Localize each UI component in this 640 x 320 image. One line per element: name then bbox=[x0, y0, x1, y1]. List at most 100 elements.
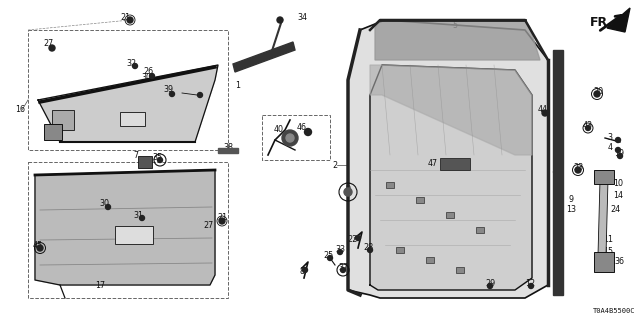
Text: 41: 41 bbox=[554, 169, 564, 178]
Circle shape bbox=[198, 92, 202, 98]
Text: 3: 3 bbox=[607, 133, 612, 142]
Text: 20: 20 bbox=[593, 87, 603, 97]
Text: 46: 46 bbox=[297, 124, 307, 132]
Circle shape bbox=[140, 215, 145, 220]
Text: 13: 13 bbox=[566, 205, 576, 214]
Text: 7: 7 bbox=[133, 151, 139, 161]
Text: 35: 35 bbox=[152, 154, 162, 163]
Text: 25: 25 bbox=[323, 252, 333, 260]
Polygon shape bbox=[598, 180, 608, 255]
Bar bbox=[456, 267, 464, 273]
Circle shape bbox=[594, 91, 600, 97]
Bar bbox=[386, 182, 394, 188]
Circle shape bbox=[618, 154, 623, 158]
Circle shape bbox=[586, 125, 591, 131]
Circle shape bbox=[282, 130, 298, 146]
Text: T0A4B5500C: T0A4B5500C bbox=[593, 308, 635, 314]
Bar bbox=[28, 162, 228, 298]
Circle shape bbox=[305, 129, 312, 135]
Bar bbox=[115, 226, 153, 244]
Text: FR.: FR. bbox=[590, 15, 613, 28]
Text: 33: 33 bbox=[335, 245, 345, 254]
Bar bbox=[52, 110, 74, 130]
Circle shape bbox=[355, 236, 360, 241]
Bar bbox=[416, 197, 424, 203]
Circle shape bbox=[219, 218, 225, 224]
Circle shape bbox=[340, 268, 346, 273]
Text: 32: 32 bbox=[126, 59, 136, 68]
Text: 16: 16 bbox=[15, 106, 25, 115]
Text: 8: 8 bbox=[300, 268, 305, 276]
Text: 34: 34 bbox=[297, 13, 307, 22]
Circle shape bbox=[303, 268, 307, 273]
Polygon shape bbox=[375, 20, 540, 60]
Bar bbox=[440, 158, 470, 170]
Text: 30: 30 bbox=[99, 198, 109, 207]
Polygon shape bbox=[607, 8, 630, 32]
Text: 31: 31 bbox=[133, 211, 143, 220]
Circle shape bbox=[157, 157, 163, 163]
Text: 36: 36 bbox=[614, 257, 624, 266]
Bar bbox=[44, 124, 62, 140]
Text: 40: 40 bbox=[274, 125, 284, 134]
Text: 15: 15 bbox=[603, 246, 613, 255]
Text: 19: 19 bbox=[614, 149, 624, 158]
Text: 42: 42 bbox=[554, 177, 564, 186]
Polygon shape bbox=[35, 170, 215, 285]
Polygon shape bbox=[218, 148, 238, 153]
Text: 28: 28 bbox=[363, 244, 373, 252]
Circle shape bbox=[49, 45, 55, 51]
Bar bbox=[426, 257, 434, 263]
Bar bbox=[396, 247, 404, 253]
Text: 27: 27 bbox=[44, 39, 54, 49]
Text: 6: 6 bbox=[346, 183, 351, 193]
Polygon shape bbox=[38, 65, 218, 142]
Text: 18: 18 bbox=[43, 129, 53, 138]
Bar bbox=[120, 112, 145, 126]
Circle shape bbox=[328, 255, 333, 260]
Circle shape bbox=[542, 110, 548, 116]
Text: 2: 2 bbox=[332, 161, 337, 170]
Text: 9: 9 bbox=[568, 195, 573, 204]
Circle shape bbox=[575, 167, 581, 173]
Circle shape bbox=[286, 134, 294, 142]
Text: 24: 24 bbox=[610, 205, 620, 214]
Text: 10: 10 bbox=[613, 180, 623, 188]
Bar bbox=[28, 30, 228, 150]
Text: H: H bbox=[60, 117, 66, 123]
Text: 23: 23 bbox=[573, 164, 583, 172]
Text: 17: 17 bbox=[95, 281, 105, 290]
Text: 39: 39 bbox=[163, 85, 173, 94]
Bar bbox=[476, 227, 484, 233]
Circle shape bbox=[170, 92, 175, 97]
Circle shape bbox=[488, 284, 493, 289]
Text: 21: 21 bbox=[120, 13, 130, 22]
Text: 44: 44 bbox=[538, 106, 548, 115]
Circle shape bbox=[277, 17, 283, 23]
Circle shape bbox=[37, 245, 43, 251]
Text: 27: 27 bbox=[204, 220, 214, 229]
Circle shape bbox=[616, 138, 621, 142]
Circle shape bbox=[529, 284, 534, 289]
Text: 38: 38 bbox=[223, 143, 233, 153]
Text: 45: 45 bbox=[33, 242, 43, 251]
Circle shape bbox=[344, 188, 352, 196]
Text: 4: 4 bbox=[607, 143, 612, 153]
Circle shape bbox=[337, 250, 342, 254]
Polygon shape bbox=[370, 65, 532, 290]
Polygon shape bbox=[370, 65, 532, 155]
Bar bbox=[446, 212, 454, 218]
Polygon shape bbox=[553, 50, 563, 295]
Text: 43: 43 bbox=[583, 121, 593, 130]
Circle shape bbox=[132, 63, 138, 68]
Text: 21: 21 bbox=[217, 213, 227, 222]
Text: 37: 37 bbox=[338, 262, 348, 271]
Bar bbox=[138, 156, 152, 168]
Bar bbox=[262, 115, 330, 160]
Text: 11: 11 bbox=[603, 235, 613, 244]
Polygon shape bbox=[233, 42, 295, 72]
Text: 29: 29 bbox=[485, 278, 495, 287]
Text: 14: 14 bbox=[613, 191, 623, 201]
Text: 30: 30 bbox=[141, 74, 151, 83]
Polygon shape bbox=[348, 20, 548, 298]
